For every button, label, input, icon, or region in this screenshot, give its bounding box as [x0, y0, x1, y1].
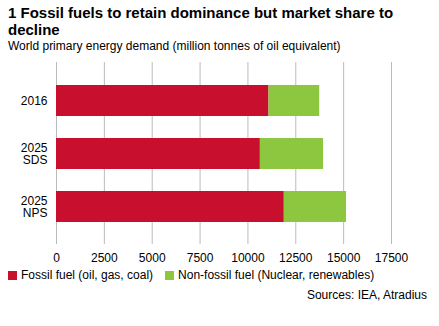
svg-text:17500: 17500	[375, 251, 409, 265]
svg-text:2500: 2500	[91, 251, 118, 265]
html-text:Sources: IEA, Atradius: Sources: IEA, Atradius	[306, 288, 427, 302]
html-text:World primary energy demand (m: World primary energy demand (million ton…	[8, 39, 341, 53]
html-text:Non-fossil fuel (Nuclear, rene: Non-fossil fuel (Nuclear, renewables)	[178, 268, 375, 282]
svg-text:10000: 10000	[231, 251, 265, 265]
svg-text:0: 0	[53, 251, 60, 265]
html-text:Fossil fuel (oil, gas, coal): Fossil fuel (oil, gas, coal)	[21, 268, 153, 282]
html-text:1 Fossil fuels to retain domin: 1 Fossil fuels to retain dominance but m…	[8, 4, 394, 38]
svg-text:15000: 15000	[327, 251, 361, 265]
svg-text:5000: 5000	[139, 251, 166, 265]
svg-text:2016: 2016	[21, 94, 48, 108]
svg-text:2025NPS: 2025NPS	[21, 194, 48, 220]
svg-text:7500: 7500	[187, 251, 214, 265]
svg-text:2025SDS: 2025SDS	[21, 141, 48, 167]
svg-text:12500: 12500	[279, 251, 313, 265]
